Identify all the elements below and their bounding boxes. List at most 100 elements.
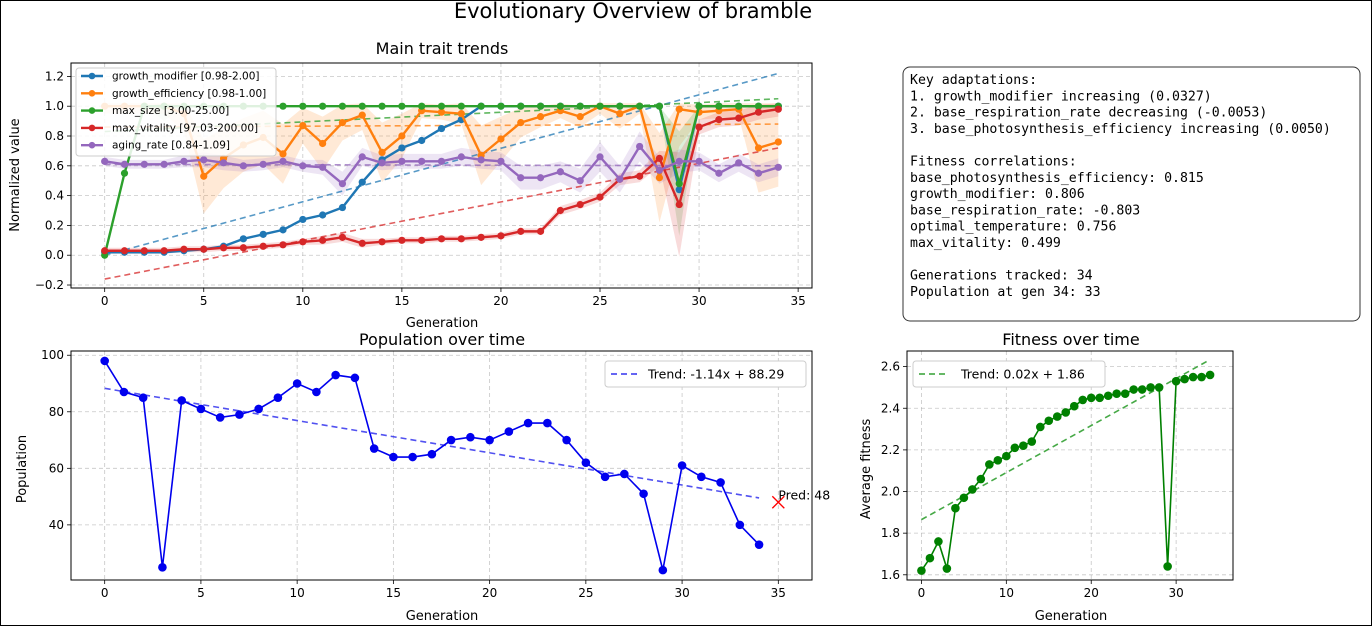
population-point [254,404,263,414]
y-tick-label: 0.4 [45,189,64,203]
fitness-point [1137,385,1147,394]
series-point-4 [418,157,426,165]
population-point [138,393,148,402]
series-point-4 [358,153,366,161]
series-point-3 [120,247,129,255]
series-point-3 [457,235,465,243]
legend-label: max_size [3.00-25.00] [112,105,229,117]
population-point [427,449,437,459]
series-point-3 [180,245,188,253]
series-point-4 [259,160,267,168]
population-point [177,396,186,405]
population-legend: Trend: -1.14x + 88.29 [604,360,807,388]
summary-line: Population at gen 34: 33 [910,285,1101,300]
series-point-4 [616,175,624,183]
series-point-0 [437,124,446,133]
series-point-2 [576,102,584,110]
fitness-point [1078,395,1088,405]
summary-line: Generations tracked: 34 [910,269,1093,284]
series-point-3 [695,123,703,131]
fitness-point [1146,383,1155,392]
y-tick-label: 2.4 [881,401,900,415]
x-tick-label: 15 [394,294,409,308]
series-point-3 [715,116,723,124]
fitness-point [1205,370,1215,380]
fitness-point [925,553,935,563]
summary-line: Fitness correlations: [910,155,1077,170]
y-tick-label: 1.8 [881,526,900,540]
population-point [466,432,475,442]
series-point-3 [338,233,347,241]
main-trait-trends-chart: Main trait trends Generation Normalized … [8,39,813,331]
series-point-3 [279,241,287,249]
series-point-3 [140,247,148,255]
fitness-point [1103,391,1113,401]
population-point [273,393,283,402]
legend-marker-3 [88,124,96,132]
series-point-0 [338,203,347,212]
prediction-marker [771,495,785,509]
series-point-2 [299,102,307,110]
series-point-3 [378,238,386,246]
fitness-point [1069,401,1079,411]
fitness-point [934,537,943,546]
series-point-2 [675,180,683,188]
fitness-point [1129,385,1138,394]
y-tick-label: 0.0 [45,248,64,262]
x-tick-label: 25 [578,586,593,600]
legend-label: growth_modifier [0.98-2.00] [112,71,260,83]
main-chart-title: Main trait trends [376,39,509,58]
series-point-2 [279,102,287,110]
x-tick-label: 15 [386,586,401,600]
fitness-point [1112,389,1121,398]
series-point-4 [457,153,465,161]
fitness-point [985,460,994,469]
series-point-4 [180,157,188,165]
fitness-point [1035,422,1045,432]
population-point [196,404,206,414]
fitness-point [1010,443,1020,453]
population-point [677,461,687,470]
summary-line: base_respiration_rate: -0.803 [910,203,1140,218]
figure-title: Evolutionary Overview of bramble [454,0,812,23]
series-point-4 [437,157,446,165]
population-point [600,472,610,482]
legend-frame [75,67,277,157]
series-point-3 [477,233,485,241]
series-point-3 [636,172,644,180]
series-point-4 [636,142,644,151]
series-point-3 [437,235,446,243]
x-tick-label: 30 [1168,586,1183,600]
series-point-4 [536,174,545,182]
main-legend: growth_modifier [0.98-2.00] growth_effici… [75,67,277,157]
summary-line: 1. growth_modifier increasing (0.0327) [910,89,1212,104]
fitness-point [993,455,1003,465]
series-point-1 [675,105,683,113]
legend-frame [912,360,1106,388]
population-point [754,540,764,549]
series-point-0 [398,144,406,152]
x-tick-label: 20 [482,586,497,600]
fitness-point [1163,562,1172,571]
population-point [389,452,398,462]
y-tick-label: 0.2 [45,218,64,232]
series-point-1 [536,113,545,121]
population-point [562,435,571,445]
y-tick-label: 2.2 [881,443,900,457]
series-point-0 [358,178,366,186]
series-point-3 [536,227,545,235]
series-point-0 [239,235,247,243]
summary-box-frame [902,66,1361,322]
series-point-4 [219,159,228,167]
x-tick-label: 35 [790,294,805,308]
series-point-2 [398,102,406,110]
fitness-chart: Fitness over time Generation Average fit… [859,330,1234,624]
fitness-point [1120,389,1130,398]
series-point-1 [576,113,584,121]
series-point-1 [358,111,366,119]
population-chart-ylabel: Population [15,435,30,503]
series-point-4 [239,162,247,170]
series-point-4 [120,160,129,168]
series-point-2 [358,102,366,110]
